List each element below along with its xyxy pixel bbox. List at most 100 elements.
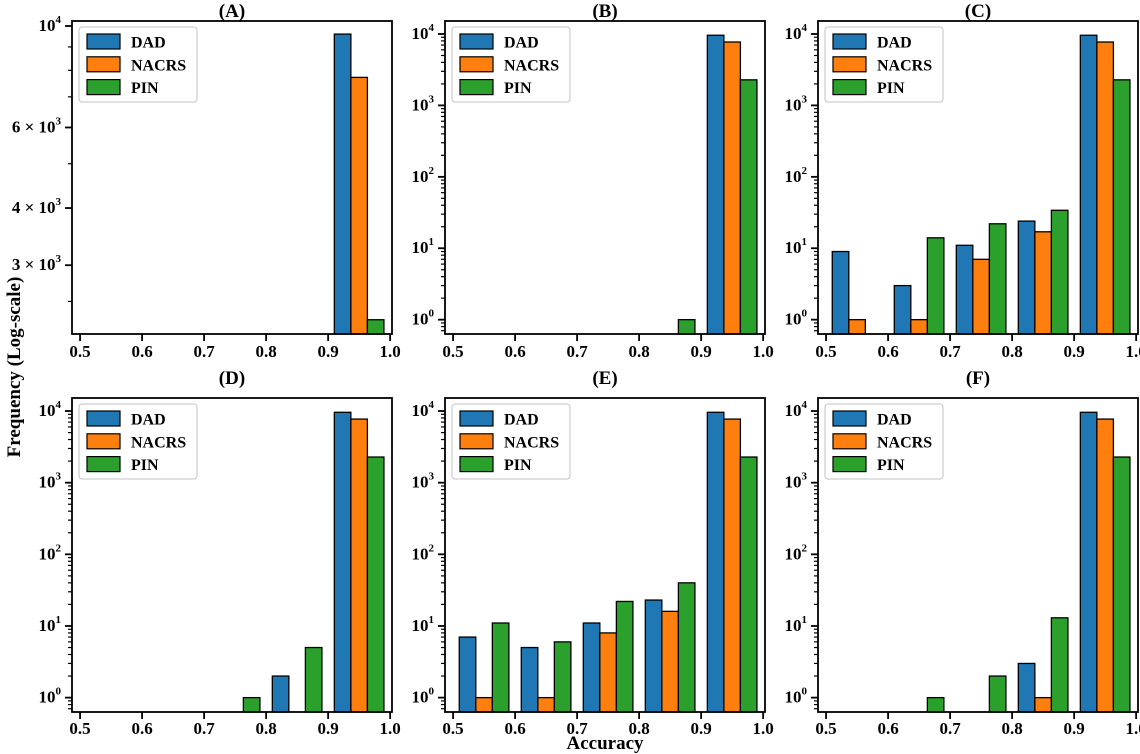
legend-swatch-nacrs (459, 56, 494, 73)
x-tick-label: 0.6 (504, 719, 525, 738)
bar-nacrs-bin-1 (910, 319, 929, 335)
legend-label-nacrs: NACRS (131, 57, 186, 74)
x-tick-label: 0.7 (566, 342, 588, 361)
panel-f: 0.5 0.6 0.7 0.8 0.9 1.0 104 103 102 101 100 (F) DAD N… (785, 368, 1140, 738)
y-tick-label: 100 (412, 686, 435, 707)
x-tick-label: 1.0 (753, 342, 774, 361)
bar-pin-bin-4 (1112, 456, 1131, 713)
bar-dad-bin-4 (706, 34, 725, 335)
y-tick-label: 103 (785, 93, 808, 114)
x-tick-label: 0.5 (69, 342, 90, 361)
y-tick-label: 104 (412, 22, 435, 43)
plot-border (71, 20, 393, 335)
bar-pin-bin-3 (677, 319, 696, 335)
y-tick-label: 101 (785, 236, 808, 257)
x-tick-label: 1.0 (380, 342, 401, 361)
bar-pin-bin-3 (304, 646, 323, 713)
x-tick-label: 0.6 (131, 342, 152, 361)
panel-title-e: (E) (592, 368, 617, 389)
legend-swatch-dad (86, 33, 121, 50)
y-tick-label: 102 (412, 165, 435, 186)
y-tick-label: 104 (412, 399, 435, 420)
legend-label-pin: PIN (877, 80, 905, 97)
bar-pin-bin-0 (491, 622, 510, 713)
legend-label-nacrs: NACRS (504, 57, 559, 74)
y-tick-label: 101 (785, 614, 808, 635)
x-tick-label: 0.8 (1001, 342, 1022, 361)
bar-pin-bin-2 (615, 600, 634, 713)
x-tick-label: 0.7 (566, 719, 588, 738)
legend-swatch-nacrs (86, 56, 121, 73)
legend-label-dad: DAD (877, 35, 912, 52)
legend-swatch-pin (86, 456, 121, 473)
bar-dad-bin-2 (582, 622, 601, 713)
panel-a: 0.5 0.6 0.7 0.8 0.9 1.0 104 6 × 103 4 × 103 3 × 1… (12, 1, 401, 361)
y-axis-label: Frequency (Log-scale) (4, 276, 25, 458)
y-tick-label: 104 (785, 399, 808, 420)
legend-swatch-nacrs (832, 433, 867, 450)
bar-pin-bin-3 (677, 582, 696, 713)
x-tick-label: 0.8 (1001, 719, 1022, 738)
x-tick-label: 0.8 (628, 719, 649, 738)
legend-label-nacrs: NACRS (877, 434, 932, 451)
panel-title-c: (C) (965, 1, 991, 22)
x-tick-label: 0.5 (815, 342, 836, 361)
bar-dad-bin-4 (706, 411, 725, 713)
x-tick-label: 0.7 (193, 719, 215, 738)
bar-pin-bin-3 (1050, 617, 1069, 713)
x-tick-label: 1.0 (380, 719, 401, 738)
x-tick-label: 1.0 (1126, 719, 1140, 738)
y-tick-label: 103 (39, 471, 62, 492)
y-tick-label: 101 (39, 614, 62, 635)
bar-dad-bin-0 (831, 250, 850, 335)
x-tick-label: 0.9 (690, 342, 711, 361)
bar-dad-bin-4 (333, 411, 352, 713)
x-tick-label: 0.5 (442, 719, 463, 738)
bar-nacrs-bin-4 (350, 76, 369, 335)
legend-swatch-pin (459, 456, 494, 473)
legend-swatch-pin (832, 78, 867, 96)
bar-nacrs-bin-4 (350, 418, 369, 713)
bar-pin-bin-1 (553, 641, 572, 713)
x-tick-label: 0.9 (317, 342, 338, 361)
bar-nacrs-bin-2 (972, 258, 991, 335)
bar-nacrs-bin-4 (723, 418, 742, 713)
x-tick-label: 1.0 (753, 719, 774, 738)
legend-label-pin: PIN (131, 80, 159, 97)
y-tick-label: 102 (412, 542, 435, 563)
y-tick-label: 4 × 103 (12, 196, 62, 217)
x-tick-label: 0.9 (317, 719, 338, 738)
legend-label-nacrs: NACRS (877, 57, 932, 74)
legend-label-pin: PIN (131, 457, 159, 474)
y-tick-label: 102 (39, 542, 62, 563)
bar-dad-bin-3 (1017, 662, 1036, 713)
legend-label-dad: DAD (504, 35, 539, 52)
x-tick-label: 0.7 (939, 719, 961, 738)
panel-d: 0.5 0.6 0.7 0.8 0.9 1.0 104 103 102 101 100 (D) DAD N… (39, 368, 401, 738)
bar-dad-bin-4 (333, 33, 352, 335)
y-tick-label: 103 (412, 93, 435, 114)
bar-pin-bin-1 (926, 696, 945, 713)
bar-nacrs-bin-3 (1034, 231, 1053, 335)
legend-label-dad: DAD (131, 412, 166, 429)
y-tick-label: 104 (39, 399, 62, 420)
bar-pin-bin-4 (366, 456, 385, 713)
x-tick-label: 0.6 (877, 719, 898, 738)
y-tick-label: 103 (785, 471, 808, 492)
legend: DAD NACRS PIN (451, 403, 571, 480)
legend-swatch-nacrs (86, 433, 121, 450)
panel-e: 0.5 0.6 0.7 0.8 0.9 1.0 104 103 102 101 100 (E) DAD N… (412, 368, 774, 738)
bar-pin-bin-2 (988, 675, 1007, 713)
bar-dad-bin-3 (1017, 220, 1036, 335)
bar-nacrs-bin-0 (848, 319, 866, 335)
legend-swatch-dad (832, 33, 867, 50)
bar-nacrs-bin-4 (723, 41, 742, 335)
bar-nacrs-bin-0 (475, 696, 493, 713)
bar-pin-bin-4 (739, 79, 758, 335)
legend-label-pin: PIN (504, 80, 532, 97)
legend-label-nacrs: NACRS (131, 434, 186, 451)
legend-swatch-dad (459, 410, 494, 427)
panel-title-a: (A) (219, 1, 245, 22)
panel-title-d: (D) (219, 368, 245, 389)
